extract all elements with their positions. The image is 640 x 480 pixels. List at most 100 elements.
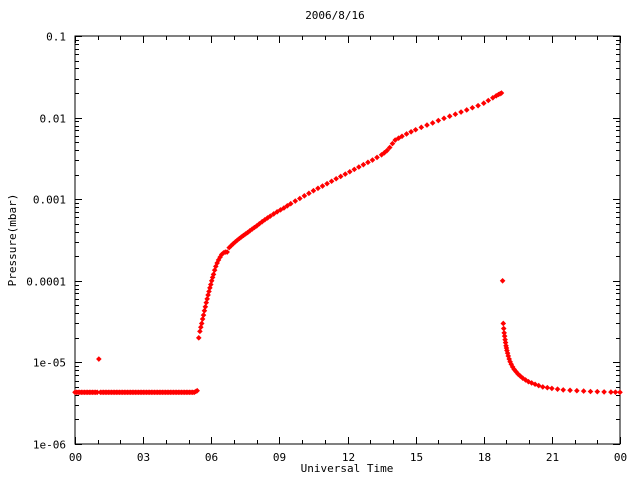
y-axis-ticks: 0.1 0.01 0.001 0.0001 1e-05 1e-06 xyxy=(26,31,620,452)
data-point xyxy=(560,387,567,393)
data-point xyxy=(200,312,207,318)
data-point xyxy=(346,168,353,175)
data-point xyxy=(198,320,205,327)
data-point xyxy=(224,249,230,255)
data-point xyxy=(574,387,580,394)
data-point xyxy=(403,131,410,137)
data-point xyxy=(328,178,335,185)
data-point xyxy=(208,281,214,288)
data-point xyxy=(209,274,216,281)
data-point xyxy=(554,386,561,392)
y-tick-label: 0.01 xyxy=(40,113,67,126)
data-point xyxy=(198,324,204,330)
y-tick-label: 0.1 xyxy=(46,31,66,44)
data-point xyxy=(608,389,614,395)
data-point xyxy=(463,107,470,113)
data-point xyxy=(96,356,102,362)
data-point xyxy=(319,183,326,189)
data-point xyxy=(356,164,362,170)
data-point xyxy=(292,198,299,204)
y-tick-label: 0.001 xyxy=(33,194,66,207)
x-tick-label: 18 xyxy=(478,451,491,464)
data-point xyxy=(197,328,203,335)
data-point xyxy=(195,335,202,341)
data-point xyxy=(392,137,398,143)
x-tick-label: 00 xyxy=(614,451,627,464)
y-tick-label: 0.0001 xyxy=(26,276,66,289)
data-point xyxy=(267,213,274,219)
x-tick-label: 00 xyxy=(69,451,82,464)
data-point xyxy=(532,381,538,388)
chart-title: 2006/8/16 xyxy=(305,9,365,22)
data-point xyxy=(424,122,430,128)
data-point xyxy=(500,320,507,327)
data-point xyxy=(333,175,339,182)
data-point xyxy=(315,185,321,192)
x-axis-label: Universal Time xyxy=(301,462,394,475)
data-series-pressure xyxy=(72,90,623,396)
data-point xyxy=(310,187,317,194)
data-point xyxy=(475,102,481,109)
data-point xyxy=(498,90,505,96)
data-point xyxy=(587,388,594,395)
data-point xyxy=(399,133,405,140)
data-point xyxy=(544,384,551,391)
x-tick-label: 09 xyxy=(273,451,286,464)
data-point xyxy=(549,385,555,392)
data-point xyxy=(386,144,393,151)
data-point xyxy=(601,389,607,395)
data-point xyxy=(301,193,308,199)
data-point xyxy=(490,94,496,101)
data-point xyxy=(351,166,358,173)
data-point xyxy=(287,200,294,207)
data-point xyxy=(207,285,213,291)
data-point xyxy=(277,207,284,213)
data-point xyxy=(567,387,573,394)
data-point xyxy=(458,109,464,115)
data-point xyxy=(306,190,312,197)
data-point xyxy=(389,140,396,147)
data-point xyxy=(360,161,367,168)
data-point xyxy=(539,384,546,390)
x-axis-ticks: 00 03 06 09 12 15 18 21 00 xyxy=(69,36,627,464)
data-point xyxy=(408,128,414,135)
data-point xyxy=(412,126,419,133)
data-point xyxy=(337,173,344,180)
data-point xyxy=(281,205,287,211)
data-point xyxy=(284,203,291,209)
data-point xyxy=(324,180,330,187)
y-axis-label: Pressure(mbar) xyxy=(6,194,19,287)
data-point xyxy=(210,271,217,278)
data-point xyxy=(612,389,619,395)
data-point xyxy=(452,111,459,118)
data-point xyxy=(374,154,380,161)
data-point xyxy=(205,292,211,298)
y-tick-label: 1e-06 xyxy=(33,439,66,452)
data-point xyxy=(384,147,390,154)
data-point xyxy=(395,135,402,141)
data-point xyxy=(446,113,453,120)
x-tick-label: 15 xyxy=(410,451,423,464)
data-point xyxy=(274,209,280,215)
data-point xyxy=(485,97,492,104)
data-point xyxy=(297,195,303,202)
x-tick-label: 12 xyxy=(342,451,355,464)
data-point xyxy=(201,307,208,314)
data-point xyxy=(342,171,349,177)
x-tick-label: 06 xyxy=(205,451,218,464)
data-point xyxy=(499,278,506,284)
x-tick-label: 03 xyxy=(137,451,150,464)
data-point xyxy=(203,299,210,306)
data-point xyxy=(594,388,601,395)
data-point xyxy=(365,159,371,166)
data-point xyxy=(528,380,535,386)
data-point xyxy=(194,387,200,394)
data-point xyxy=(199,316,206,322)
data-point xyxy=(469,104,476,111)
data-point xyxy=(202,304,209,310)
data-point xyxy=(369,157,376,163)
data-point xyxy=(429,120,436,126)
